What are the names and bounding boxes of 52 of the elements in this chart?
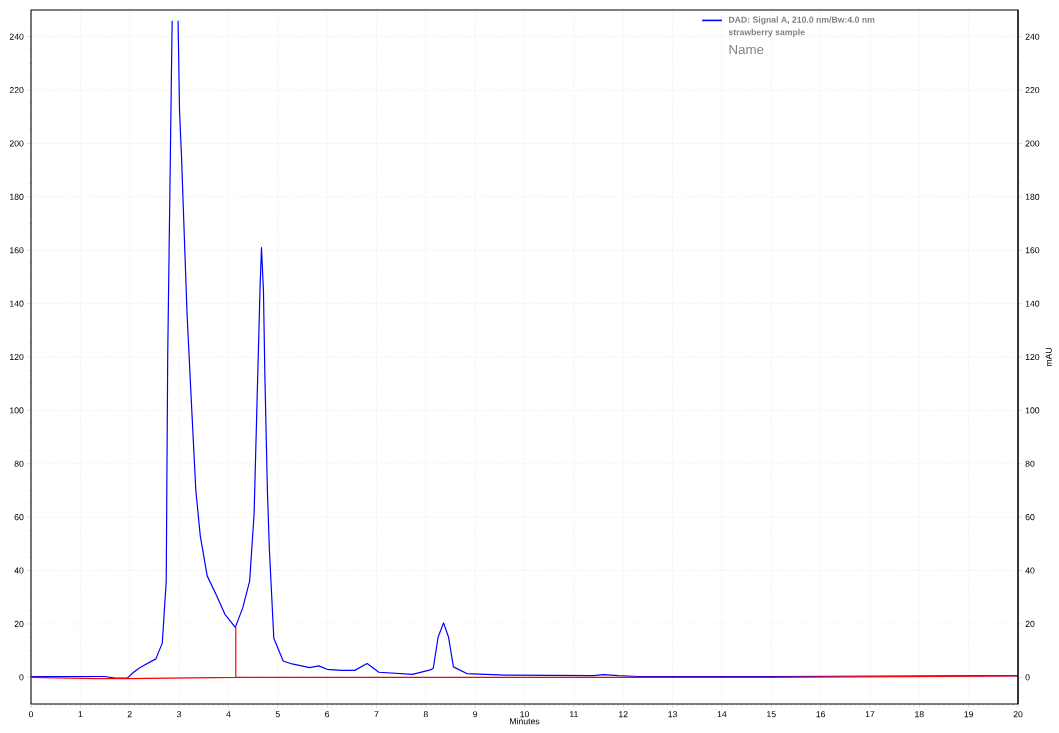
x-tick-label: 8: [423, 711, 428, 718]
x-tick-label: 9: [473, 711, 478, 718]
x-tick-label: 15: [767, 711, 776, 718]
y2-tick-label: 220: [1025, 87, 1040, 94]
x-tick-label: 10: [520, 711, 529, 718]
y2-tick-label: 180: [1025, 193, 1040, 200]
x-tick-label: 1: [78, 711, 83, 718]
y-tick-label: 160: [10, 247, 24, 254]
y-tick-label: 140: [10, 300, 24, 307]
y2-tick-label: 20: [1025, 620, 1035, 627]
y2-tick-label: 240: [1025, 33, 1040, 40]
y2-tick-label: 60: [1025, 514, 1035, 521]
y-tick-label: 0: [19, 674, 24, 681]
x-tick-label: 3: [176, 711, 182, 718]
y2-tick-label: 140: [1025, 300, 1040, 307]
x-tick-label: 16: [816, 711, 826, 718]
y2-tick-label: 100: [1025, 407, 1040, 414]
x-tick-label: 12: [619, 711, 628, 718]
annotation: strawberry sample: [728, 28, 805, 37]
x-tick-label: 17: [865, 711, 875, 718]
y-tick-label: 20: [14, 620, 24, 627]
y-tick-label: 200: [9, 140, 24, 147]
x-tick-label: 4: [226, 711, 231, 718]
x-axis-title: Minutes: [510, 718, 540, 725]
x-tick-label: 11: [570, 711, 578, 718]
annotation: Name: [729, 44, 764, 55]
x-tick-label: 18: [915, 711, 924, 718]
x-tick-label: 20: [1013, 711, 1023, 718]
y2-axis-title: mAU: [1045, 348, 1052, 367]
x-tick-label: 13: [668, 711, 677, 718]
y-tick-label: 60: [14, 514, 24, 521]
y-tick-label: 40: [14, 567, 24, 574]
y-tick-label: 120: [10, 353, 24, 361]
y-tick-label: 100: [10, 407, 24, 414]
y-tick-label: 220: [9, 87, 24, 94]
x-tick-label: 6: [325, 711, 330, 718]
x-tick-label: 5: [275, 711, 280, 718]
x-tick-label: 0: [28, 711, 34, 718]
y2-tick-label: 80: [1025, 460, 1035, 467]
y-tick-label: 180: [10, 193, 24, 200]
x-tick-label: 2: [127, 711, 132, 718]
y-tick-label: 240: [9, 33, 24, 40]
y2-tick-label: 40: [1025, 567, 1035, 574]
legend-label: DAD: Signal A, 210.0 nm/Bw:4.0 nm: [729, 16, 875, 25]
y2-tick-label: 120: [1025, 353, 1040, 361]
y2-tick-label: 0: [1025, 674, 1030, 681]
x-tick-label: 7: [374, 711, 379, 718]
y2-tick-label: 200: [1025, 140, 1040, 147]
x-tick-label: 14: [717, 711, 727, 718]
y2-tick-label: 160: [1025, 247, 1040, 254]
x-tick-label: 19: [964, 711, 974, 718]
y-tick-label: 80: [14, 460, 24, 467]
